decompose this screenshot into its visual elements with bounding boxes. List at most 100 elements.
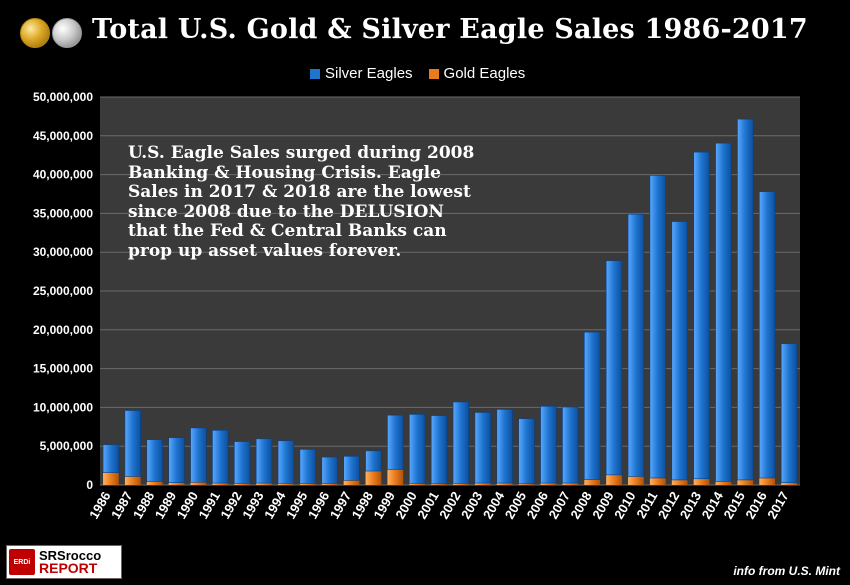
logo-badge: ERDi	[9, 549, 35, 575]
y-tick-label: 25,000,000	[33, 284, 93, 298]
bar-gold-1996	[321, 483, 338, 485]
srsrocco-logo: ERDi SRSrocco REPORT	[6, 545, 122, 579]
bar-silver-1994	[277, 440, 295, 484]
x-tick-label: 1990	[174, 489, 201, 522]
legend-label-gold: Gold Eagles	[443, 65, 526, 82]
x-tick-label: 2000	[392, 489, 419, 522]
bar-silver-2000	[409, 414, 426, 484]
bar-gold-2014	[715, 481, 732, 485]
bar-gold-1986	[103, 472, 119, 485]
x-axis-labels: 1986198719881989199019911992199319941995…	[86, 488, 792, 521]
bar-gold-2006	[540, 483, 557, 485]
x-tick-label: 2013	[677, 489, 704, 522]
x-tick-label: 1994	[261, 488, 289, 521]
chart-title: Total U.S. Gold & Silver Eagle Sales 198…	[92, 14, 808, 45]
x-tick-label: 2002	[436, 489, 463, 522]
x-tick-label: 2014	[699, 488, 727, 521]
y-tick-label: 15,000,000	[33, 362, 93, 376]
x-tick-label: 2004	[480, 488, 508, 521]
x-tick-label: 1997	[327, 489, 354, 522]
bar-silver-2004	[496, 409, 513, 484]
bar-silver-1991	[212, 429, 229, 484]
y-tick-label: 45,000,000	[33, 129, 93, 143]
bar-silver-2008	[584, 331, 601, 480]
silver-coin-icon	[52, 18, 82, 48]
bar-gold-2002	[453, 483, 469, 485]
y-axis-labels: 0 5,000,000 10,000,000 15,000,000 20,000,000…	[33, 90, 93, 492]
bar-silver-1998	[365, 450, 382, 472]
bar-gold-2005	[518, 483, 535, 485]
x-tick-label: 1986	[86, 489, 113, 522]
bar-silver-1989	[168, 437, 185, 483]
x-tick-label: 2008	[567, 489, 594, 522]
legend-item-silver: Silver Eagles	[310, 65, 413, 82]
logo-text: SRSrocco REPORT	[39, 549, 101, 575]
x-tick-label: 2011	[633, 489, 660, 521]
bar-silver-1995	[299, 449, 316, 484]
legend-label-silver: Silver Eagles	[325, 65, 413, 82]
bar-silver-1990	[190, 427, 207, 483]
x-tick-label: 1993	[239, 489, 266, 522]
bar-silver-2007	[562, 406, 579, 484]
bar-gold-1997	[343, 480, 360, 485]
x-tick-label: 2009	[589, 489, 616, 522]
bar-gold-2000	[409, 483, 426, 485]
y-tick-label: 5,000,000	[40, 439, 94, 453]
bar-silver-1997	[343, 455, 360, 481]
bar-gold-1987	[124, 476, 141, 485]
bar-gold-1999	[387, 469, 404, 485]
y-tick-label: 0	[86, 478, 93, 492]
x-tick-label: 1992	[217, 489, 244, 522]
x-tick-label: 1987	[108, 489, 135, 522]
bar-gold-1990	[190, 482, 207, 485]
annotation-text: U.S. Eagle Sales surged during 2008 Bank…	[128, 143, 528, 261]
bar-gold-1994	[278, 483, 294, 485]
annotation-line: prop up asset values forever.	[128, 240, 402, 261]
legend-item-gold: Gold Eagles	[428, 65, 526, 82]
annotation-line: Sales in 2017 & 2018 are the lowest	[128, 182, 471, 202]
annotation-line: that the Fed & Central Banks can	[128, 221, 447, 241]
bar-silver-2010	[627, 213, 645, 477]
y-tick-label: 50,000,000	[33, 90, 93, 104]
bar-gold-2017	[781, 482, 797, 485]
annotation-line: since 2008 due to the DELUSION	[128, 201, 444, 222]
bar-silver-1993	[255, 438, 273, 484]
logo-line1: SRSrocco	[39, 548, 102, 563]
legend-swatch-silver	[310, 68, 320, 79]
bar-silver-1986	[102, 444, 120, 473]
bar-gold-1992	[234, 483, 251, 485]
x-tick-label: 2016	[742, 489, 769, 522]
x-tick-label: 1995	[283, 489, 310, 522]
bar-gold-2008	[584, 479, 601, 485]
bar-gold-1995	[299, 483, 316, 485]
bar-gold-1989	[168, 482, 185, 485]
bar-gold-2013	[693, 478, 710, 485]
bar-silver-2001	[430, 415, 448, 485]
bar-silver-2002	[452, 401, 470, 484]
annotation-line: U.S. Eagle Sales surged during 2008	[128, 143, 475, 163]
bar-gold-2007	[562, 483, 579, 485]
bar-silver-1999	[387, 414, 404, 470]
x-tick-label: 2001	[414, 489, 441, 522]
gold-coin-icon	[20, 18, 50, 48]
bar-gold-2003	[474, 483, 491, 485]
bar-silver-2015	[737, 118, 754, 481]
bar-silver-1988	[146, 439, 163, 482]
bar-silver-1987	[124, 410, 141, 477]
bar-gold-2015	[737, 479, 754, 485]
bar-gold-2010	[628, 476, 644, 485]
y-tick-label: 20,000,000	[33, 323, 93, 337]
bar-silver-1992	[234, 441, 251, 484]
x-tick-label: 2012	[655, 489, 682, 522]
y-tick-label: 10,000,000	[33, 400, 93, 414]
y-tick-label: 40,000,000	[33, 168, 93, 182]
x-tick-label: 2005	[502, 489, 529, 522]
bars-layer	[102, 118, 798, 485]
bar-silver-2009	[605, 260, 623, 476]
bar-silver-2003	[474, 412, 491, 484]
bar-silver-2017	[780, 343, 798, 483]
bar-gold-1998	[365, 471, 382, 485]
bar-silver-2012	[671, 221, 688, 481]
